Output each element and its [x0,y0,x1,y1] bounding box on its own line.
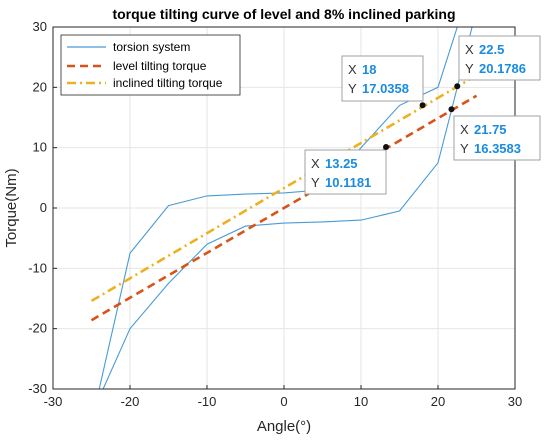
datatip-box [458,35,541,81]
legend: torsion system level tilting torque incl… [60,34,241,96]
series-layer [90,27,478,389]
datatip-x-value: 18 [362,62,376,77]
y-tick-label: 0 [40,200,47,215]
x-axis-label: Angle(°) [257,418,311,435]
datatip-x-value: 22.5 [479,42,504,57]
datatip-x-label: X [460,122,469,137]
y-tick-label: 10 [33,140,47,155]
series-line-2 [90,94,478,322]
datatip-y-label: Y [460,141,469,156]
datatip-x-value: 21.75 [474,122,507,137]
datatip-2[interactable]: X 18 Y 17.0358 [341,55,424,102]
y-tick-label: -20 [28,321,47,336]
datatip-marker-3[interactable] [454,83,461,90]
datatip-marker-2[interactable] [419,102,426,109]
datatip-y-label: Y [348,81,357,96]
datatip-box [453,115,541,161]
datatip-marker-4[interactable] [448,106,455,113]
y-tick-label: 20 [33,79,47,94]
datatip-x-label: X [465,42,474,57]
datatip-y-label: Y [311,175,320,190]
legend-box [60,34,241,96]
datatip-1[interactable]: X 13.25 Y 10.1181 [304,149,387,195]
datatip-x-label: X [348,62,357,77]
datatip-y-value: 16.3583 [474,141,521,156]
chart-title: torque tilting curve of level and 8% inc… [112,6,455,22]
series-line-3 [90,74,478,303]
x-tick-label: -10 [198,394,217,409]
legend-label-inclined: inclined tilting torque [113,76,223,90]
datatip-3[interactable]: X 22.5 Y 20.1786 [458,35,541,81]
y-tick-label: 30 [33,19,47,34]
series-line-1-lower [102,27,473,389]
y-tick-label: -10 [28,260,47,275]
datatip-box [304,149,387,195]
x-tick-label: 0 [280,394,287,409]
datatip-x-value: 13.25 [325,156,358,171]
x-tick-label: -30 [44,394,63,409]
datatip-marker-1[interactable] [383,143,390,150]
legend-label-torsion: torsion system [113,40,190,54]
datatip-markers [383,83,461,150]
legend-label-level: level tilting torque [113,59,207,73]
datatip-4[interactable]: X 21.75 Y 16.3583 [453,115,541,161]
x-tick-label: 10 [354,394,368,409]
x-tick-label: 30 [508,394,522,409]
datatip-y-label: Y [465,61,474,76]
datatip-y-value: 20.1786 [479,61,526,76]
datatip-y-value: 17.0358 [362,81,409,96]
y-axis-label: Torque(Nm) [3,168,20,247]
datatip-box [341,55,424,102]
y-tick-label: -30 [28,381,47,396]
ticks: -30 -20 -10 0 10 20 30 -30 -20 -10 0 10 20 30 [28,19,522,409]
x-tick-label: 20 [431,394,445,409]
series-line-1 [98,27,458,389]
x-tick-label: -20 [121,394,140,409]
datatip-y-value: 10.1181 [325,175,371,190]
datatip-x-label: X [311,156,320,171]
